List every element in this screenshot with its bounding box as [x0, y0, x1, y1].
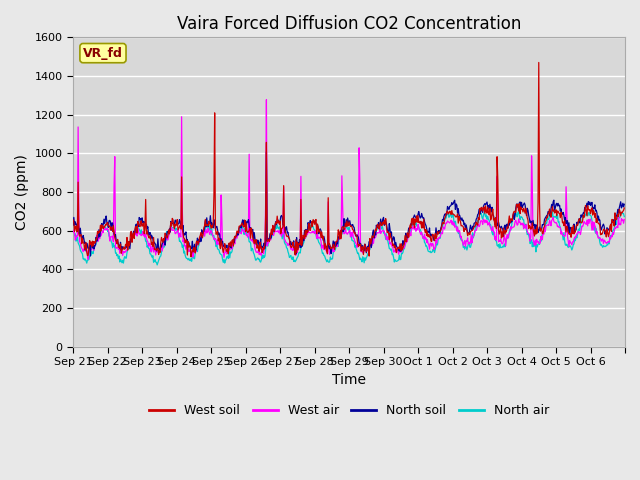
- Y-axis label: CO2 (ppm): CO2 (ppm): [15, 154, 29, 230]
- Legend: West soil, West air, North soil, North air: West soil, West air, North soil, North a…: [144, 399, 554, 422]
- Title: Vaira Forced Diffusion CO2 Concentration: Vaira Forced Diffusion CO2 Concentration: [177, 15, 521, 33]
- X-axis label: Time: Time: [332, 372, 366, 387]
- Text: VR_fd: VR_fd: [83, 47, 123, 60]
